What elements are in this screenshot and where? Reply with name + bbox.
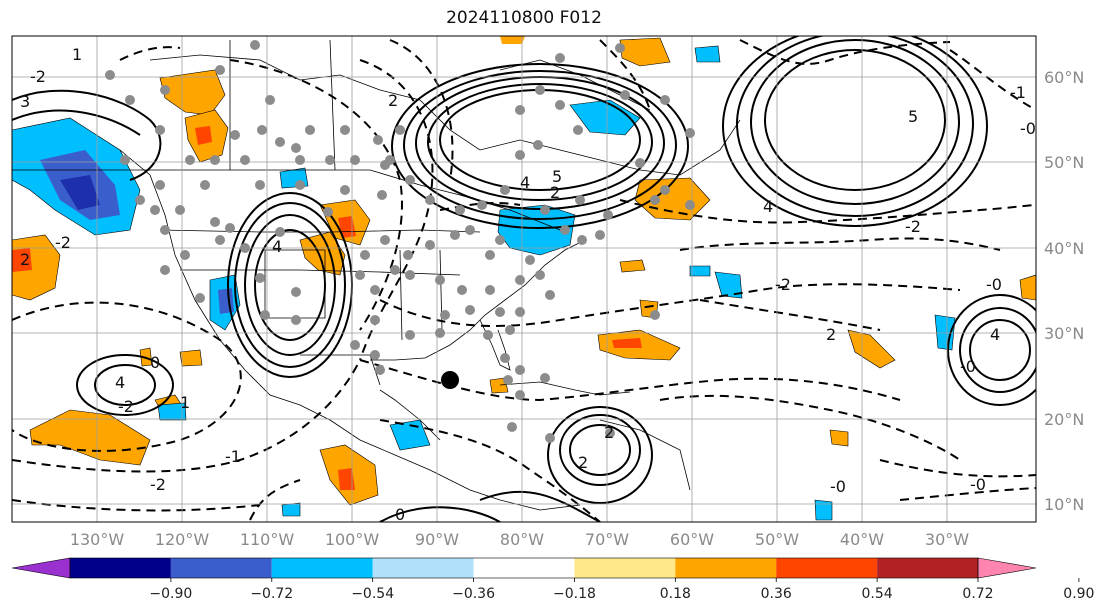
lon-label: 130°W: [70, 530, 125, 549]
colorbar-tick-label: −0.36: [452, 586, 495, 602]
lon-label: 70°W: [585, 530, 629, 549]
contour-label: 4: [272, 237, 282, 256]
contour-labels: -2 3 2 1 5 4 5 2 4 4 -0 -1 -0 4 -2 2 4 -…: [20, 45, 1036, 524]
lon-label: 40°W: [840, 530, 884, 549]
contour-label: 2: [550, 183, 560, 202]
colorbar-tick-label: −0.72: [250, 586, 293, 602]
contour-label: -1: [1010, 83, 1026, 102]
contour-label: 2: [578, 453, 588, 472]
contour-label: 4: [115, 373, 125, 392]
contour-label: -0: [1020, 119, 1036, 138]
contour-label: -2: [150, 475, 166, 494]
contour-label: -2: [775, 275, 791, 294]
colorbar-tick-label: 0.72: [962, 586, 993, 602]
colorbar-outline: [69, 557, 979, 579]
contour-label: 1: [180, 393, 190, 412]
colorbar-segment: [372, 558, 474, 578]
lat-label: 30°N: [1044, 324, 1084, 343]
contour-label: -0: [986, 275, 1002, 294]
lon-label: 90°W: [415, 530, 459, 549]
contour-label: 2: [826, 325, 836, 344]
colorbar-extend-high: [977, 557, 1037, 579]
contour-label: 4: [520, 173, 530, 192]
colorbar-segment: [70, 558, 171, 578]
lat-label: 40°N: [1044, 239, 1084, 258]
colorbar-extend-low: [11, 557, 71, 579]
lon-label: 100°W: [325, 530, 380, 549]
contour-label: 3: [20, 92, 30, 111]
lon-label: 80°W: [500, 530, 544, 549]
colorbar-tick-label: −0.54: [351, 586, 394, 602]
contour-label: 4: [763, 197, 773, 216]
lon-label: 50°W: [755, 530, 799, 549]
colorbar-segment: [877, 558, 978, 578]
contour-label: -0: [960, 357, 976, 376]
colorbar-segment: [170, 558, 272, 578]
colorbar-tick-label: −0.90: [149, 586, 192, 602]
dashed-contours: [12, 39, 1036, 522]
graticule: [12, 36, 1036, 522]
contour-label: -2: [118, 397, 134, 416]
contour-label: 1: [72, 45, 82, 64]
colorbar-segment: [473, 558, 575, 578]
colorbar-tick-label: 0.90: [1063, 586, 1094, 602]
contour-label: 0: [395, 505, 405, 524]
shaded-negative-anomalies: [12, 45, 956, 521]
lon-label: 120°W: [155, 530, 210, 549]
solid-contours: [12, 36, 1036, 522]
lon-label: 110°W: [240, 530, 295, 549]
colorbar-segment: [675, 558, 777, 578]
colorbar-tick-label: −0.18: [553, 586, 596, 602]
contour-label: 4: [990, 325, 1000, 344]
colorbar-tick-label: 0.54: [862, 586, 893, 602]
storm-center-dot: [441, 371, 459, 389]
contour-label: 2: [388, 91, 398, 110]
colorbar-segment: [271, 558, 373, 578]
contour-label: 0: [150, 353, 160, 372]
longitude-labels: 130°W 120°W 110°W 100°W 90°W 80°W 70°W 6…: [70, 530, 969, 549]
contour-label: -2: [30, 67, 46, 86]
contour-label: 5: [552, 167, 562, 186]
lat-label: 50°N: [1044, 153, 1084, 172]
lon-label: 60°W: [670, 530, 714, 549]
contour-label: 2: [20, 250, 30, 269]
colorbar-segment: [574, 558, 676, 578]
coastlines-and-borders: [12, 39, 741, 511]
colorbar-segment: [776, 558, 878, 578]
latitude-labels: 60°N 50°N 40°N 30°N 20°N 10°N: [1044, 68, 1084, 514]
contour-label: -0: [970, 475, 986, 494]
contour-label: -2: [55, 233, 71, 252]
contour-label: -2: [905, 217, 921, 236]
map-frame: [11, 35, 1037, 523]
lat-label: 10°N: [1044, 495, 1084, 514]
colorbar: −0.90 −0.72 −0.54 −0.36 −0.18 0.18 0.36 0.54 0.7…: [11, 557, 1094, 602]
lat-label: 60°N: [1044, 68, 1084, 87]
colorbar-tick-label: 0.18: [660, 586, 691, 602]
contour-label: -1: [225, 447, 241, 466]
figure-title: 2024110800 F012: [446, 8, 602, 28]
contour-label: -0: [830, 477, 846, 496]
colorbar-tick-label: 0.36: [761, 586, 792, 602]
contour-label: 5: [908, 107, 918, 126]
lat-label: 20°N: [1044, 410, 1084, 429]
contour-label: 2: [604, 423, 614, 442]
lon-label: 30°W: [925, 530, 969, 549]
station-dots: [105, 40, 695, 443]
